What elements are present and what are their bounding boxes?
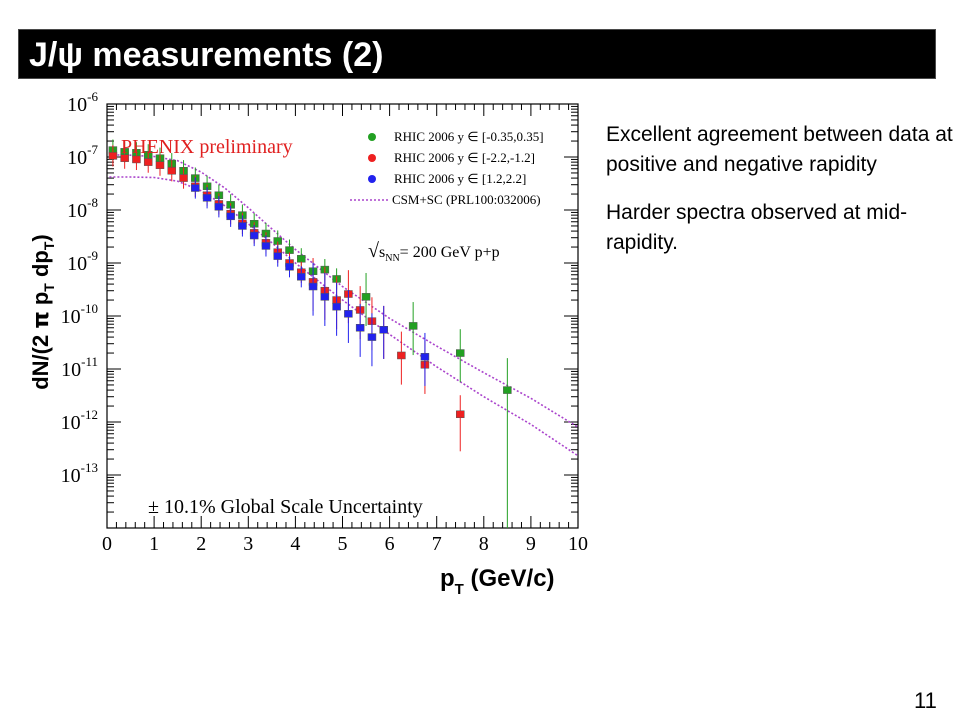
x-tick-label: 4 — [290, 533, 300, 555]
preliminary-label: PHENIX preliminary — [121, 136, 293, 158]
data-point — [420, 353, 430, 361]
data-point — [261, 242, 271, 250]
data-point — [297, 273, 306, 281]
y-tick-label: 10-12 — [61, 407, 98, 434]
data-point — [108, 152, 118, 160]
data-point — [456, 410, 465, 419]
data-point — [167, 167, 177, 175]
data-point — [155, 161, 165, 169]
slide-notes: Excellent agreement between data at posi… — [606, 120, 956, 276]
legend-marker — [368, 154, 376, 162]
data-point — [503, 386, 512, 394]
legend-marker — [368, 133, 376, 141]
y-tick-label: 10-10 — [61, 301, 98, 328]
data-point — [308, 282, 318, 291]
y-tick-label: 10-9 — [67, 248, 98, 275]
data-point — [132, 155, 141, 164]
x-axis-title: pT (GeV/c) — [440, 565, 555, 598]
theory-curve — [109, 176, 579, 457]
x-tick-label: 3 — [243, 533, 253, 555]
y-tick-label: 10-8 — [67, 195, 98, 222]
data-point — [297, 255, 306, 263]
data-point — [367, 333, 377, 341]
legend: RHIC 2006 y ∈ [-0.35,0.35] RHIC 2006 y ∈ … — [350, 129, 544, 207]
page-number: 11 — [914, 688, 937, 713]
legend-label: RHIC 2006 y ∈ [-0.35,0.35] — [394, 129, 544, 144]
note-agreement: Excellent agreement between data at posi… — [606, 123, 953, 176]
data-point — [202, 194, 212, 202]
y-axis-title: dN/(2 π pT dpT) — [28, 234, 57, 390]
tick-labels: 0 1 2 3 4 5 6 7 8 9 10 10-6 10-7 10-8 10-9 10-10 10-11 10… — [61, 89, 588, 555]
legend-label: RHIC 2006 y ∈ [1.2,2.2] — [394, 171, 526, 186]
data-point — [320, 293, 330, 301]
x-tick-label: 7 — [432, 533, 442, 555]
note-harder-spectra: Harder spectra observed at mid-rapidity. — [606, 201, 908, 254]
data-point — [273, 252, 282, 260]
energy-label: √sNN= 200 GeV p+p — [368, 240, 500, 264]
x-tick-label: 0 — [102, 533, 112, 555]
x-tick-label: 8 — [479, 533, 489, 555]
legend-label: RHIC 2006 y ∈ [-2.2,-1.2] — [394, 150, 535, 165]
data-point — [238, 222, 247, 230]
data-point — [408, 322, 418, 330]
x-tick-label: 1 — [149, 533, 159, 555]
y-tick-label: 10-13 — [61, 460, 98, 487]
data-point — [361, 293, 371, 301]
data-point — [191, 184, 200, 192]
data-points — [108, 139, 512, 528]
x-tick-label: 10 — [568, 533, 588, 555]
scale-uncertainty-label: ± 10.1% Global Scale Uncertainty — [148, 496, 423, 518]
legend-label: CSM+SC (PRL100:032006) — [392, 192, 541, 207]
x-tick-label: 5 — [338, 533, 348, 555]
data-point — [379, 326, 388, 334]
y-tick-label: 10-7 — [67, 142, 98, 169]
data-point — [120, 154, 129, 162]
data-point — [456, 349, 465, 357]
data-point — [285, 262, 294, 271]
title-bar: J/ψ measurements (2) — [18, 29, 936, 79]
data-point — [332, 302, 341, 311]
data-point — [344, 310, 353, 318]
data-point — [226, 212, 235, 221]
y-tick-label: 10-6 — [67, 89, 98, 116]
y-tick-label: 10-11 — [61, 354, 98, 381]
data-point — [214, 203, 224, 211]
legend-marker — [368, 175, 376, 183]
x-tick-label: 2 — [196, 533, 206, 555]
x-tick-label: 6 — [385, 533, 395, 555]
data-point — [249, 231, 259, 240]
x-tick-label: 9 — [526, 533, 536, 555]
data-point — [179, 174, 188, 182]
data-point — [397, 351, 406, 360]
data-point — [143, 158, 153, 166]
slide-title: J/ψ measurements (2) — [29, 36, 384, 74]
axis-ticks — [106, 104, 579, 529]
data-point — [355, 324, 365, 332]
